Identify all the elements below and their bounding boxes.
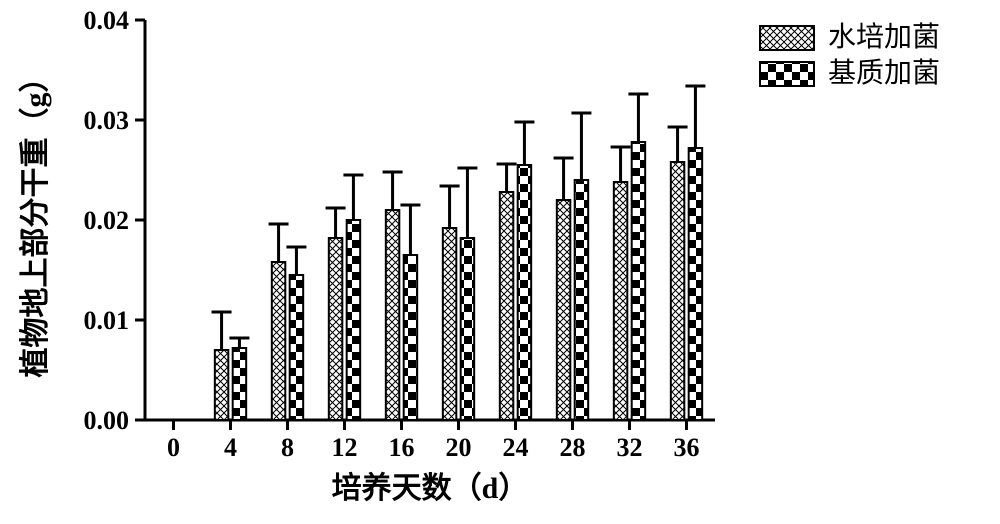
bar bbox=[689, 148, 702, 420]
page: 0.00 0.01 0.02 0.03 0.04 0 4 8 12 16 20 24 28 32 36 水… bbox=[0, 0, 1000, 524]
bar-chart: 0.00 0.01 0.02 0.03 0.04 0 4 8 12 16 20 24 28 32 36 水… bbox=[0, 0, 1000, 524]
x-tick-label: 12 bbox=[332, 433, 358, 462]
bars-group bbox=[212, 86, 706, 420]
legend-swatch bbox=[760, 26, 814, 50]
x-axis-label: 培养天数（d） bbox=[332, 471, 529, 505]
y-tick-label: 0.02 bbox=[84, 206, 130, 235]
x-tick-label: 8 bbox=[281, 433, 294, 462]
y-tick-label: 0.03 bbox=[84, 106, 130, 135]
bar bbox=[443, 228, 456, 420]
x-tick-label: 36 bbox=[674, 433, 700, 462]
x-tick-label: 20 bbox=[446, 433, 472, 462]
y-tick-label: 0.01 bbox=[84, 306, 130, 335]
bar bbox=[632, 142, 645, 420]
x-tick-label: 32 bbox=[617, 433, 643, 462]
bar bbox=[386, 210, 399, 420]
bar bbox=[347, 220, 360, 420]
chart-container: 0.00 0.01 0.02 0.03 0.04 0 4 8 12 16 20 24 28 32 36 水… bbox=[0, 0, 1000, 524]
plot-area bbox=[145, 20, 715, 420]
bar bbox=[671, 162, 684, 420]
y-axis-label: 植物地上部分干重（g） bbox=[18, 63, 52, 378]
y-tick-label: 0.04 bbox=[84, 6, 130, 35]
legend: 水培加菌基质加菌 bbox=[760, 21, 940, 89]
bar bbox=[272, 262, 285, 420]
y-axis: 0.00 0.01 0.02 0.03 0.04 bbox=[84, 6, 146, 435]
bar bbox=[404, 255, 417, 420]
legend-swatch bbox=[760, 62, 814, 86]
bar bbox=[329, 238, 342, 420]
x-tick-label: 28 bbox=[560, 433, 586, 462]
x-tick-label: 4 bbox=[224, 433, 237, 462]
bar bbox=[215, 350, 228, 420]
bar bbox=[233, 348, 246, 420]
bar bbox=[575, 180, 588, 420]
bar bbox=[614, 182, 627, 420]
bar bbox=[500, 192, 513, 420]
x-tick-label: 0 bbox=[167, 433, 180, 462]
bar bbox=[518, 165, 531, 420]
legend-label: 基质加菌 bbox=[828, 57, 940, 89]
bar bbox=[461, 238, 474, 420]
x-tick-label: 16 bbox=[389, 433, 415, 462]
x-axis: 0 4 8 12 16 20 24 28 32 36 bbox=[167, 420, 700, 462]
y-tick-label: 0.00 bbox=[84, 406, 130, 435]
bar bbox=[557, 200, 570, 420]
x-tick-label: 24 bbox=[503, 433, 529, 462]
bar bbox=[290, 275, 303, 420]
legend-label: 水培加菌 bbox=[828, 21, 940, 53]
